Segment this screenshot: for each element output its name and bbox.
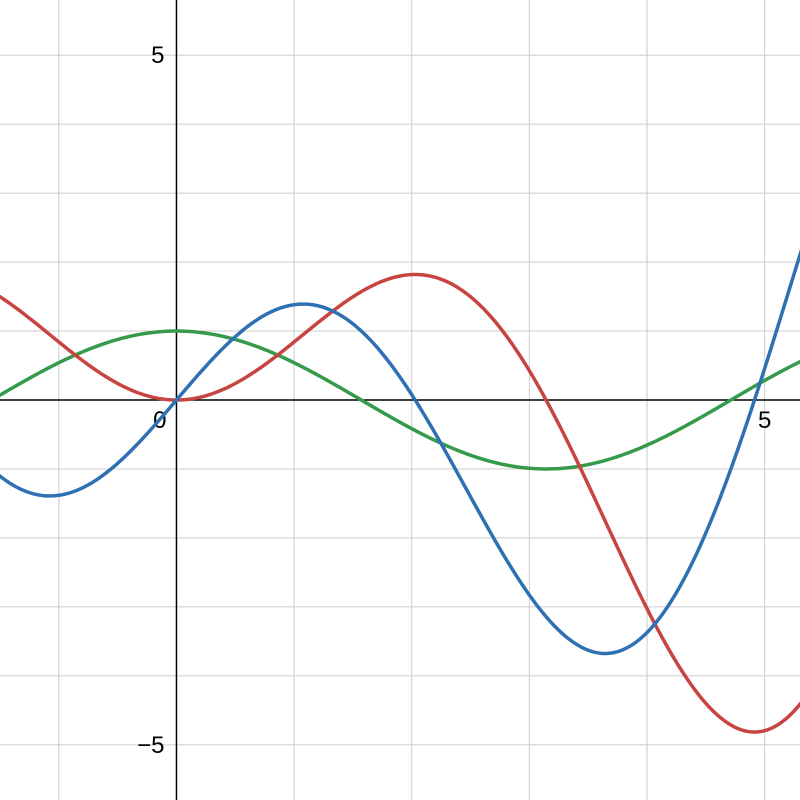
function-plot: 05−55 (0, 0, 800, 800)
y-tick-label: 5 (151, 42, 164, 69)
y-tick-label: −5 (137, 732, 164, 759)
x-tick-label: 5 (758, 407, 771, 434)
